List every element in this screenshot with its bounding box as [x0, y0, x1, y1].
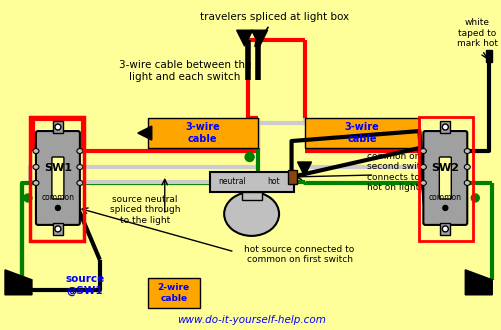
Ellipse shape [24, 194, 32, 202]
Bar [439, 121, 449, 133]
Ellipse shape [33, 164, 39, 170]
Ellipse shape [441, 226, 447, 232]
Text: common on
second switch
connects to
hot on light: common on second switch connects to hot … [367, 152, 431, 192]
Text: SW2: SW2 [430, 163, 458, 173]
Ellipse shape [419, 181, 425, 185]
Bar [418, 117, 472, 241]
Polygon shape [464, 270, 491, 295]
Ellipse shape [463, 164, 469, 170]
Ellipse shape [419, 148, 425, 153]
Text: 3-wire cable between the
light and each switch: 3-wire cable between the light and each … [118, 60, 250, 82]
Bar [304, 118, 418, 148]
Text: travelers spliced at light box: travelers spliced at light box [200, 12, 349, 46]
Ellipse shape [55, 124, 61, 130]
Text: common: common [41, 193, 74, 202]
Polygon shape [236, 30, 252, 46]
Text: hot: hot [267, 178, 280, 186]
Text: common: common [428, 193, 461, 202]
Text: SW1: SW1 [44, 163, 72, 173]
Ellipse shape [463, 181, 469, 185]
Ellipse shape [77, 148, 83, 153]
Ellipse shape [470, 194, 478, 202]
Text: hot source connected to
common on first switch: hot source connected to common on first … [244, 245, 354, 264]
Ellipse shape [77, 181, 83, 185]
FancyBboxPatch shape [52, 157, 64, 199]
Text: 3-wire
cable: 3-wire cable [344, 122, 379, 144]
Polygon shape [137, 126, 151, 140]
Polygon shape [297, 162, 311, 176]
Ellipse shape [55, 226, 61, 232]
Bar [287, 170, 296, 184]
Text: 2-wire
cable: 2-wire cable [157, 283, 189, 303]
Ellipse shape [224, 192, 279, 236]
Ellipse shape [77, 164, 83, 170]
Ellipse shape [33, 181, 39, 185]
Text: 3-wire
cable: 3-wire cable [185, 122, 219, 144]
Bar [209, 172, 293, 192]
Polygon shape [5, 270, 32, 295]
Text: white
taped to
mark hot: white taped to mark hot [456, 18, 497, 48]
Text: neutral: neutral [217, 178, 245, 186]
Text: www.do-it-yourself-help.com: www.do-it-yourself-help.com [177, 315, 326, 325]
Ellipse shape [244, 152, 254, 161]
Ellipse shape [419, 164, 425, 170]
Text: source
@SW1: source @SW1 [65, 274, 104, 296]
Ellipse shape [463, 148, 469, 153]
Ellipse shape [33, 148, 39, 153]
Bar [485, 50, 491, 62]
Bar [53, 223, 63, 235]
Bar [439, 223, 449, 235]
Polygon shape [251, 30, 267, 46]
FancyBboxPatch shape [438, 157, 450, 199]
Bar [53, 121, 63, 133]
Bar [30, 117, 84, 241]
Ellipse shape [55, 206, 60, 211]
FancyBboxPatch shape [36, 131, 80, 225]
Text: source neutral
spliced through
to the light: source neutral spliced through to the li… [109, 195, 180, 225]
Bar [241, 192, 261, 200]
Bar [147, 118, 257, 148]
Bar [147, 278, 199, 308]
Ellipse shape [441, 124, 447, 130]
FancyBboxPatch shape [422, 131, 466, 225]
Ellipse shape [442, 206, 447, 211]
